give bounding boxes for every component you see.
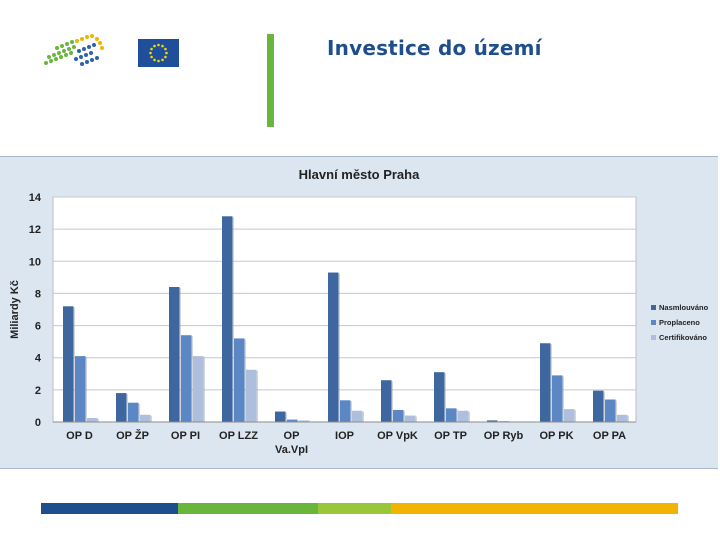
slide-title: Investice do území xyxy=(327,36,542,60)
eu-star xyxy=(153,58,156,62)
bar-chart: 0 2 4 6 8 10 12 14 Miliardy Kč OP D OP ŽP OP PI OP L… xyxy=(9,192,709,456)
x-tick-label: OP LZZ xyxy=(219,430,258,442)
eu-star xyxy=(149,51,152,55)
y-tick-label: 4 xyxy=(35,353,42,365)
bar-2 xyxy=(393,409,404,422)
chart-title: Hlavní město Praha xyxy=(298,167,420,182)
bar-1 xyxy=(116,393,127,422)
bar-1 xyxy=(275,411,286,422)
bar-3 xyxy=(193,356,204,422)
y-tick-label: 0 xyxy=(35,417,41,429)
bar-1 xyxy=(222,216,233,422)
title-accent-bar xyxy=(267,34,274,127)
eu-star xyxy=(153,44,156,48)
bar-1 xyxy=(63,306,74,422)
y-tick-label: 14 xyxy=(29,192,42,204)
footer-band-yellow xyxy=(391,503,678,514)
bar-2 xyxy=(75,356,86,422)
bar-1 xyxy=(540,343,551,422)
eu-star xyxy=(164,55,167,59)
bar-2 xyxy=(128,402,139,422)
x-tick-label: Va.VpI xyxy=(275,444,308,456)
bar-3 xyxy=(352,410,363,422)
bar-2 xyxy=(234,338,245,422)
eu-star xyxy=(161,44,164,48)
legend-swatch xyxy=(651,335,656,340)
legend-swatch xyxy=(651,305,656,310)
x-tick-label: OP xyxy=(284,430,300,442)
bar-3 xyxy=(617,414,628,422)
bar-1 xyxy=(593,390,604,422)
y-tick-label: 2 xyxy=(35,385,41,397)
bar-3 xyxy=(140,414,151,422)
y-tick-label: 12 xyxy=(29,224,41,236)
bar-2 xyxy=(446,408,457,422)
bar-1 xyxy=(434,372,445,422)
eu-star xyxy=(161,58,164,62)
bar-3 xyxy=(458,410,469,422)
x-tick-label: OP PA xyxy=(593,430,626,442)
y-tick-label: 6 xyxy=(35,321,41,333)
eu-star xyxy=(165,51,168,55)
legend-label: Nasmlouváno xyxy=(659,303,709,312)
legend-label: Proplaceno xyxy=(659,318,700,327)
x-tick-label: OP Ryb xyxy=(484,430,524,442)
bar-3 xyxy=(405,415,416,422)
legend-swatch xyxy=(651,320,656,325)
bar-2 xyxy=(181,335,192,422)
bar-1 xyxy=(169,287,180,422)
footer-band-green xyxy=(178,503,318,514)
chart-panel: Hlavní město Praha 0 2 4 6 8 10 12 14 Miliardy K… xyxy=(0,156,718,469)
x-tick-label: OP VpK xyxy=(377,430,418,442)
x-tick-label: IOP xyxy=(335,430,354,442)
bar-1 xyxy=(328,272,339,422)
bar-2 xyxy=(605,399,616,422)
eu-star xyxy=(150,55,153,59)
plot-area xyxy=(52,196,637,423)
x-tick-label: OP D xyxy=(66,430,93,442)
y-tick-label: 10 xyxy=(29,256,41,268)
bar-1 xyxy=(381,380,392,422)
legend-label: Certifikováno xyxy=(659,333,707,342)
bar-2 xyxy=(340,400,351,422)
x-tick-label: OP ŽP xyxy=(116,429,149,442)
y-axis-label: Miliardy Kč xyxy=(9,280,21,339)
eu-star xyxy=(150,47,153,51)
x-tick-label: OP TP xyxy=(434,430,467,442)
eu-star xyxy=(157,59,160,63)
bar-2 xyxy=(552,375,563,422)
bar-3 xyxy=(246,369,257,422)
y-tick-label: 8 xyxy=(35,288,41,300)
eu-flag xyxy=(138,39,179,67)
footer-band-blue xyxy=(41,503,178,514)
bar-2 xyxy=(287,419,298,422)
x-tick-label: OP PI xyxy=(171,430,200,442)
eu-star xyxy=(164,47,167,51)
footer-color-band xyxy=(41,503,678,514)
bar-3 xyxy=(564,409,575,422)
eu-star xyxy=(157,43,160,47)
bar-3 xyxy=(87,417,98,422)
bar-1 xyxy=(487,420,498,422)
footer-band-lightgreen xyxy=(318,503,391,514)
x-tick-label: OP PK xyxy=(539,430,573,442)
bar-3 xyxy=(299,420,310,422)
dotted-wave-logo xyxy=(44,34,104,66)
